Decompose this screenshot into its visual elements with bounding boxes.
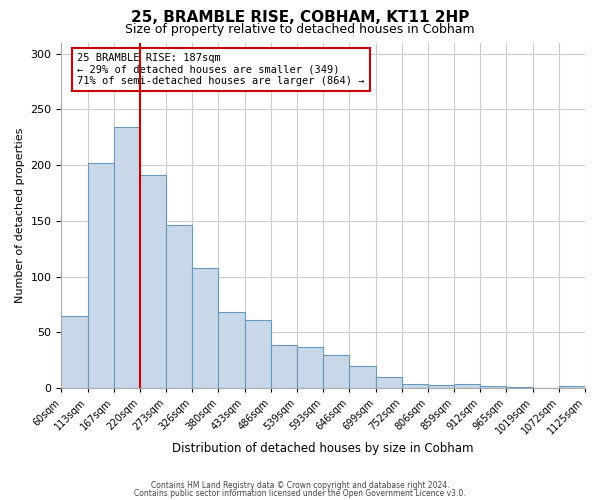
Bar [402,384,428,388]
Bar [271,344,297,388]
Bar [218,312,245,388]
Bar [428,385,454,388]
Bar [506,387,533,388]
Bar [166,226,193,388]
Bar [376,377,402,388]
Bar [323,354,349,388]
Bar [245,320,271,388]
Bar [454,384,480,388]
Bar [480,386,506,388]
Bar [349,366,376,388]
Bar [114,127,140,388]
Text: Contains public sector information licensed under the Open Government Licence v3: Contains public sector information licen… [134,488,466,498]
Text: Size of property relative to detached houses in Cobham: Size of property relative to detached ho… [125,22,475,36]
Bar [88,163,114,388]
Bar [140,175,166,388]
Bar [61,316,88,388]
Bar [297,347,323,388]
Text: Contains HM Land Registry data © Crown copyright and database right 2024.: Contains HM Land Registry data © Crown c… [151,481,449,490]
Bar [193,268,218,388]
Bar [559,386,585,388]
Y-axis label: Number of detached properties: Number of detached properties [15,128,25,303]
Text: 25 BRAMBLE RISE: 187sqm
← 29% of detached houses are smaller (349)
71% of semi-d: 25 BRAMBLE RISE: 187sqm ← 29% of detache… [77,53,365,86]
X-axis label: Distribution of detached houses by size in Cobham: Distribution of detached houses by size … [172,442,474,455]
Text: 25, BRAMBLE RISE, COBHAM, KT11 2HP: 25, BRAMBLE RISE, COBHAM, KT11 2HP [131,10,469,25]
